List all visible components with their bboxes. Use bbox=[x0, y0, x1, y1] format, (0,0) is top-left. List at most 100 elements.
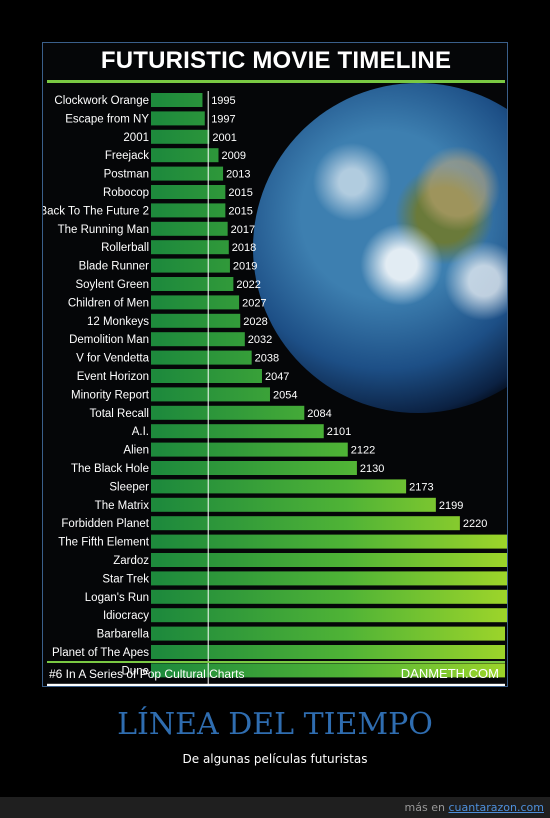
bar bbox=[151, 645, 505, 659]
bar-category-label: Robocop bbox=[103, 187, 149, 199]
source-link[interactable]: cuantarazon.com bbox=[448, 801, 544, 814]
bar-category-label: The Fifth Element bbox=[58, 537, 150, 549]
bar-value-label: 2015 bbox=[228, 187, 252, 199]
bar-value-label: 2047 bbox=[265, 371, 289, 383]
bar-value-label: 2028 bbox=[243, 316, 267, 328]
bar bbox=[151, 626, 505, 641]
bar bbox=[151, 240, 229, 255]
bar bbox=[151, 424, 324, 439]
bar bbox=[151, 332, 245, 347]
bar-category-label: 2001 bbox=[123, 132, 149, 144]
bar-category-label: Clockwork Orange bbox=[54, 95, 149, 107]
bar-category-label: Alien bbox=[123, 445, 149, 457]
bar bbox=[151, 277, 234, 291]
bar-category-label: Dune bbox=[122, 665, 150, 677]
bar-value-label: 2019 bbox=[233, 261, 257, 273]
bar-category-label: Zardoz bbox=[113, 555, 149, 567]
bar-category-label: Planet of The Apes bbox=[52, 647, 149, 659]
bar-value-label: 2022 bbox=[236, 279, 260, 291]
earth-image bbox=[253, 83, 507, 413]
bar bbox=[151, 369, 262, 383]
bar bbox=[151, 461, 357, 475]
bar-category-label: A.I. bbox=[132, 426, 149, 438]
bar-value-label: 2009 bbox=[221, 150, 245, 162]
bar bbox=[151, 313, 241, 328]
bar-category-label: Escape from NY bbox=[65, 113, 149, 125]
source-prefix: más en bbox=[404, 801, 445, 814]
bar-value-label: 2122 bbox=[351, 445, 375, 457]
bar bbox=[151, 405, 305, 420]
bar-value-label: 2013 bbox=[226, 169, 250, 181]
bar-value-label: 2001 bbox=[212, 132, 236, 144]
caption-subtitle: De algunas películas futuristas bbox=[182, 752, 368, 766]
series-note: #6 In A Series of Pop Cultural Charts bbox=[49, 667, 245, 681]
bar bbox=[151, 93, 203, 107]
bar-category-label: Demolition Man bbox=[69, 334, 149, 346]
bar bbox=[151, 553, 507, 567]
bar-category-label: Logan's Run bbox=[85, 592, 149, 604]
bottom-bar bbox=[0, 797, 550, 818]
axis-baseline bbox=[47, 683, 505, 686]
source-credit: más en cuantarazon.com bbox=[405, 801, 544, 814]
bar bbox=[151, 534, 507, 549]
site-credit: DANMETH.COM bbox=[400, 666, 499, 681]
bar bbox=[151, 203, 226, 218]
chart-title: FUTURISTIC MOVIE TIMELINE bbox=[100, 47, 452, 74]
bar-value-label: 2054 bbox=[273, 389, 297, 401]
bar-category-label: Barbarella bbox=[97, 629, 150, 641]
bar bbox=[151, 608, 507, 623]
bar-category-label: 12 Monkeys bbox=[87, 316, 149, 328]
bar bbox=[151, 663, 505, 678]
bar-category-label: The Black Hole bbox=[71, 463, 149, 475]
bar bbox=[151, 111, 205, 126]
bar-value-label: 2199 bbox=[439, 500, 463, 512]
bar-category-label: V for Vendetta bbox=[76, 353, 149, 365]
bar bbox=[151, 442, 348, 457]
bar-category-label: Event Horizon bbox=[77, 371, 149, 383]
bar-category-label: Minority Report bbox=[71, 389, 150, 401]
bar bbox=[151, 497, 436, 512]
bar-category-label: Forbidden Planet bbox=[61, 518, 149, 530]
bar-category-label: Idiocracy bbox=[103, 610, 149, 622]
bar-value-label: 2038 bbox=[255, 353, 279, 365]
bar-value-label: 2130 bbox=[360, 463, 384, 475]
bar bbox=[151, 129, 210, 144]
bar bbox=[151, 387, 270, 402]
bar-category-label: Freejack bbox=[105, 150, 149, 162]
bar-category-label: Blade Runner bbox=[79, 261, 149, 273]
bar-category-label: Sleeper bbox=[109, 481, 149, 493]
caption-title: LÍNEA DEL TIEMPO bbox=[117, 707, 433, 742]
bar bbox=[151, 516, 460, 531]
title-rule bbox=[47, 80, 505, 83]
bar-value-label: 2173 bbox=[409, 481, 433, 493]
bar-category-label: The Running Man bbox=[58, 224, 149, 236]
bar-category-label: Children of Men bbox=[68, 297, 149, 309]
bar-category-label: Postman bbox=[104, 169, 149, 181]
bar-value-label: 2220 bbox=[463, 518, 487, 530]
bar-value-label: 2017 bbox=[231, 224, 255, 236]
bar bbox=[151, 185, 226, 199]
bar-category-label: Soylent Green bbox=[75, 279, 149, 291]
bar bbox=[151, 166, 224, 181]
bar bbox=[151, 350, 252, 365]
bar-value-label: 2018 bbox=[232, 242, 256, 254]
bar bbox=[151, 258, 230, 273]
bar-category-label: Star Trek bbox=[102, 573, 149, 585]
bar-value-label: 1997 bbox=[211, 113, 235, 125]
bar-category-label: Total Recall bbox=[90, 408, 149, 420]
poster: FUTURISTIC MOVIE TIMELINE Clockwork Oran… bbox=[42, 42, 508, 687]
footer-rule bbox=[47, 661, 505, 663]
bar bbox=[151, 148, 219, 163]
bar-value-label: 1995 bbox=[211, 95, 235, 107]
bar-value-label: 2032 bbox=[248, 334, 272, 346]
bar-value-label: 2015 bbox=[228, 205, 252, 217]
bar bbox=[151, 589, 507, 604]
bar-value-label: 2101 bbox=[327, 426, 351, 438]
bar-value-label: 2084 bbox=[307, 408, 331, 420]
bar-category-label: The Matrix bbox=[95, 500, 150, 512]
bar-value-label: 2027 bbox=[242, 297, 266, 309]
timeline-chart: Clockwork Orange 1995 Escape from NY 1997 20… bbox=[43, 91, 507, 686]
bar bbox=[151, 479, 407, 494]
bar-category-label: Rollerball bbox=[101, 242, 149, 254]
bar-category-label: Back To The Future 2 bbox=[43, 205, 149, 217]
